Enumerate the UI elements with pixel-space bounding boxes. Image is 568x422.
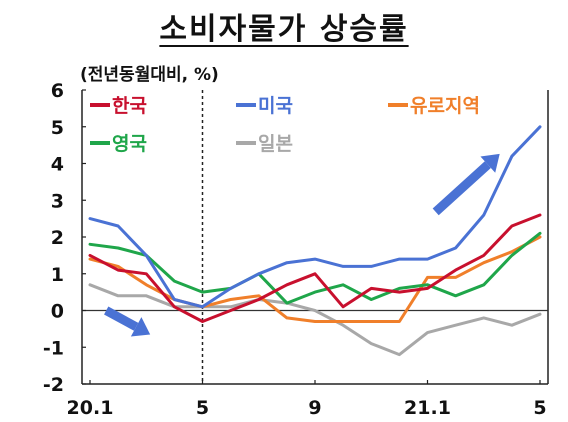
series-line-한국 bbox=[88, 213, 542, 323]
arrow-head bbox=[130, 317, 151, 337]
legend-item-일본: 일본 bbox=[236, 133, 293, 155]
annotation-arrows bbox=[104, 153, 500, 337]
series-lines bbox=[88, 125, 542, 357]
annotation-arrow bbox=[104, 306, 151, 337]
legend-item-한국: 한국 bbox=[90, 95, 147, 117]
x-tick-label: 20.1 bbox=[67, 397, 114, 419]
annotation-arrow bbox=[432, 153, 500, 216]
legend-label: 일본 bbox=[258, 133, 293, 155]
y-tick-label: 4 bbox=[51, 154, 64, 176]
arrow-shaft bbox=[104, 306, 139, 331]
chart-title: 소비자물가 상승률 bbox=[159, 12, 409, 47]
y-tick-label: 2 bbox=[51, 227, 64, 249]
arrow-head bbox=[480, 153, 500, 173]
y-tick-label: 6 bbox=[51, 80, 64, 102]
y-tick-label: 3 bbox=[51, 190, 64, 212]
legend-item-유로지역: 유로지역 bbox=[388, 95, 480, 117]
y-tick-label: 0 bbox=[51, 301, 64, 323]
legend-label: 영국 bbox=[112, 133, 147, 155]
legend-item-미국: 미국 bbox=[236, 95, 293, 117]
legend-label: 유로지역 bbox=[410, 95, 480, 117]
y-tick-label: -2 bbox=[43, 374, 64, 396]
x-tick-label: 21.1 bbox=[404, 397, 451, 419]
arrow-shaft bbox=[432, 161, 491, 216]
y-tick-label: 5 bbox=[51, 117, 64, 139]
series-line-일본 bbox=[88, 283, 542, 357]
x-tick-label: 5 bbox=[533, 397, 546, 419]
tick-labels: -2 -1 0 1 2 3 4 5 6 20.1 5 9 21.1 5 bbox=[43, 80, 547, 419]
y-tick-label: 1 bbox=[51, 264, 64, 286]
unit-label: (전년동월대비, %) bbox=[80, 65, 219, 85]
legend-item-영국: 영국 bbox=[90, 133, 147, 155]
axes bbox=[81, 89, 549, 385]
series-line-미국 bbox=[88, 125, 542, 309]
x-tick-label: 5 bbox=[196, 397, 209, 419]
series-line-영국 bbox=[88, 231, 542, 305]
legend-label: 한국 bbox=[112, 95, 147, 117]
x-tick-label: 9 bbox=[308, 397, 321, 419]
series-line-유로지역 bbox=[88, 235, 542, 323]
legend-label: 미국 bbox=[258, 95, 293, 117]
y-tick-label: -1 bbox=[43, 337, 64, 359]
